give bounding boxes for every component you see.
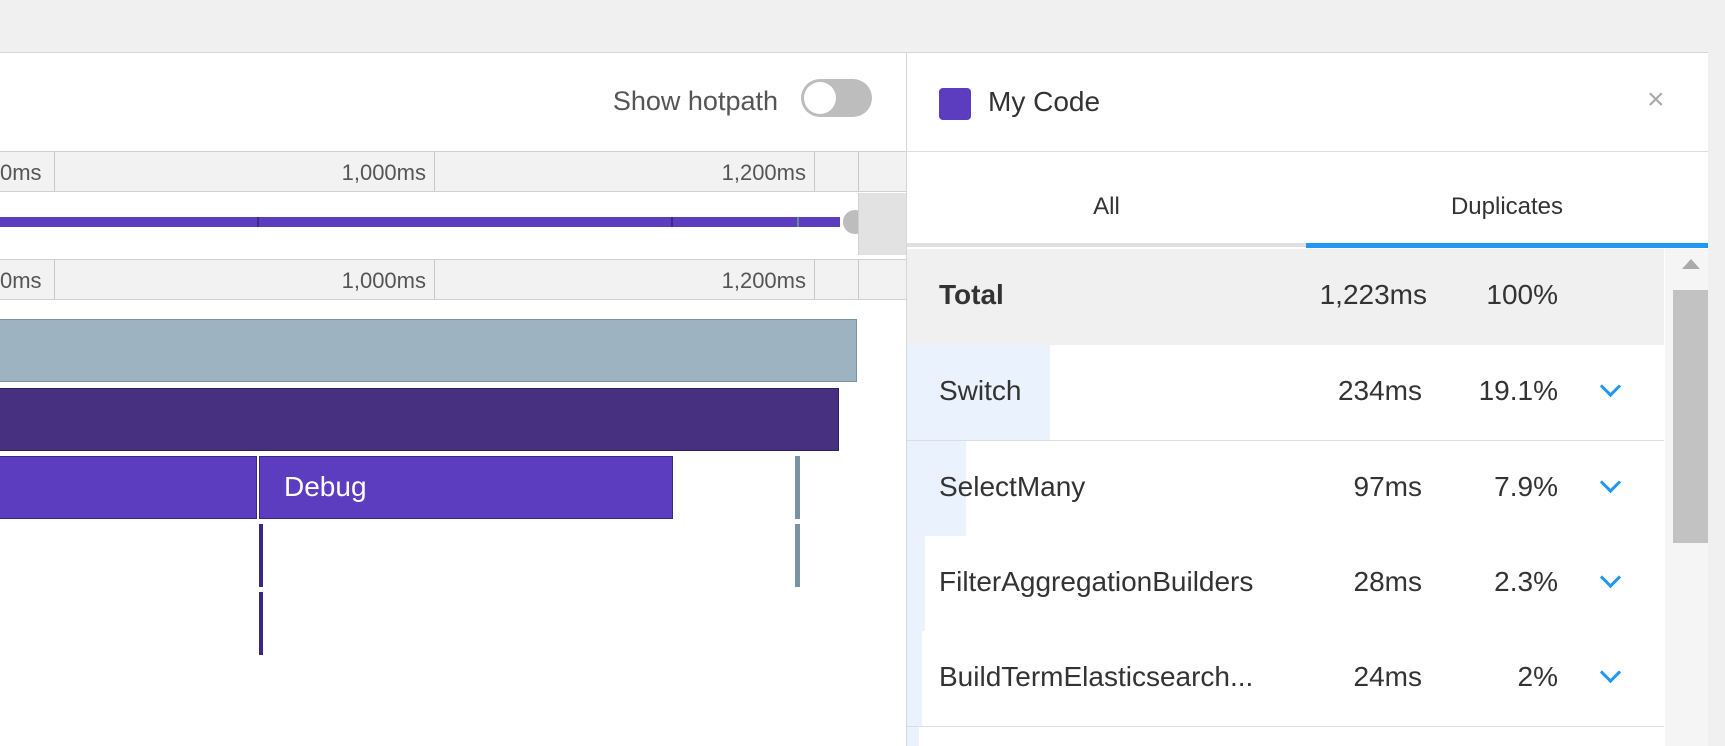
tick-label: 1,200ms	[721, 160, 806, 185]
flame-frame-small[interactable]	[795, 456, 800, 519]
hotpath-label: Show hotpath	[612, 86, 778, 116]
time-ruler-main: 0ms 1,000ms 1,200ms	[0, 259, 906, 300]
total-row: Total 1,223ms 100%	[907, 249, 1664, 346]
chevron-down-icon[interactable]	[1599, 661, 1622, 684]
percent-fill	[907, 727, 919, 746]
flame-frame-my-code[interactable]	[0, 388, 839, 451]
overview-bar	[0, 217, 840, 227]
method-name: FilterAggregationBuilders	[939, 566, 1254, 597]
tick-label: 1,000ms	[341, 160, 426, 185]
flame-frame-debug[interactable]: Debug	[259, 456, 673, 519]
overview-separator	[671, 217, 673, 227]
flame-frame[interactable]	[0, 456, 257, 519]
method-time: 97ms	[1353, 471, 1422, 502]
method-percent: 19.1%	[1478, 375, 1558, 406]
method-percent: 2%	[1517, 661, 1558, 692]
chevron-down-icon[interactable]	[1599, 566, 1622, 589]
flame-frame-small[interactable]	[795, 524, 800, 587]
list-item[interactable]: FilterAggregationBuilders 28ms 2.3%	[907, 536, 1664, 632]
tab-bar: All Duplicates	[907, 151, 1708, 249]
overview-separator	[797, 217, 799, 227]
total-label: Total	[939, 279, 1004, 310]
percent-fill	[907, 631, 922, 726]
panel-title: My Code	[988, 86, 1101, 117]
scrollbar-thumb[interactable]	[1673, 290, 1708, 543]
tick-label: 0ms	[0, 268, 42, 293]
flame-frame-small[interactable]	[259, 524, 263, 587]
method-name: Switch	[939, 375, 1022, 406]
method-name: SelectMany	[939, 471, 1086, 502]
overview-strip[interactable]	[0, 193, 870, 255]
details-panel: My Code × All Duplicates Total 1,223ms 1…	[906, 52, 1708, 746]
method-time: 234ms	[1337, 375, 1422, 406]
active-tab-indicator	[1306, 243, 1708, 248]
method-time: 28ms	[1353, 566, 1422, 597]
method-percent: 2.3%	[1494, 566, 1558, 597]
method-time: 24ms	[1353, 661, 1422, 692]
scrollbar[interactable]	[1665, 249, 1708, 746]
tick-label: 0ms	[0, 160, 42, 185]
hotpath-toggle[interactable]	[801, 79, 872, 117]
list-item[interactable]: Switch 234ms 19.1%	[907, 345, 1664, 441]
toggle-knob	[804, 82, 836, 114]
tick-label: 1,000ms	[341, 268, 426, 293]
list-item[interactable]	[907, 727, 1664, 746]
flame-frame-root[interactable]	[0, 319, 857, 382]
method-percent: 7.9%	[1494, 471, 1558, 502]
percent-fill	[907, 441, 966, 536]
flame-frame-small[interactable]	[259, 592, 263, 655]
time-ruler-overview: 0ms 1,000ms 1,200ms	[0, 151, 906, 192]
tab-all[interactable]: All	[1093, 193, 1120, 220]
chevron-down-icon[interactable]	[1599, 375, 1622, 398]
chevron-down-icon[interactable]	[1599, 471, 1622, 494]
list-item[interactable]: SelectMany 97ms 7.9%	[907, 441, 1664, 537]
tab-duplicates[interactable]: Duplicates	[1450, 193, 1564, 220]
percent-fill	[907, 345, 1050, 440]
overview-separator	[257, 217, 259, 227]
close-icon[interactable]: ×	[1647, 83, 1665, 116]
tick-label: 1,200ms	[721, 268, 806, 293]
flame-frame-label: Debug	[284, 471, 367, 502]
list-item[interactable]: BuildTermElasticsearch... 24ms 2%	[907, 631, 1664, 727]
total-time: 1,223ms	[1319, 279, 1427, 310]
total-percent: 100%	[1486, 279, 1558, 310]
overview-scroll-area	[858, 193, 906, 255]
method-name: BuildTermElasticsearch...	[939, 661, 1254, 692]
percent-fill	[907, 536, 925, 631]
category-color-swatch	[939, 88, 971, 120]
scroll-up-arrow-icon[interactable]	[1682, 259, 1700, 269]
flame-graph-pane: Show hotpath 0ms 1,000ms 1,200ms 0ms 1,0…	[0, 52, 906, 746]
